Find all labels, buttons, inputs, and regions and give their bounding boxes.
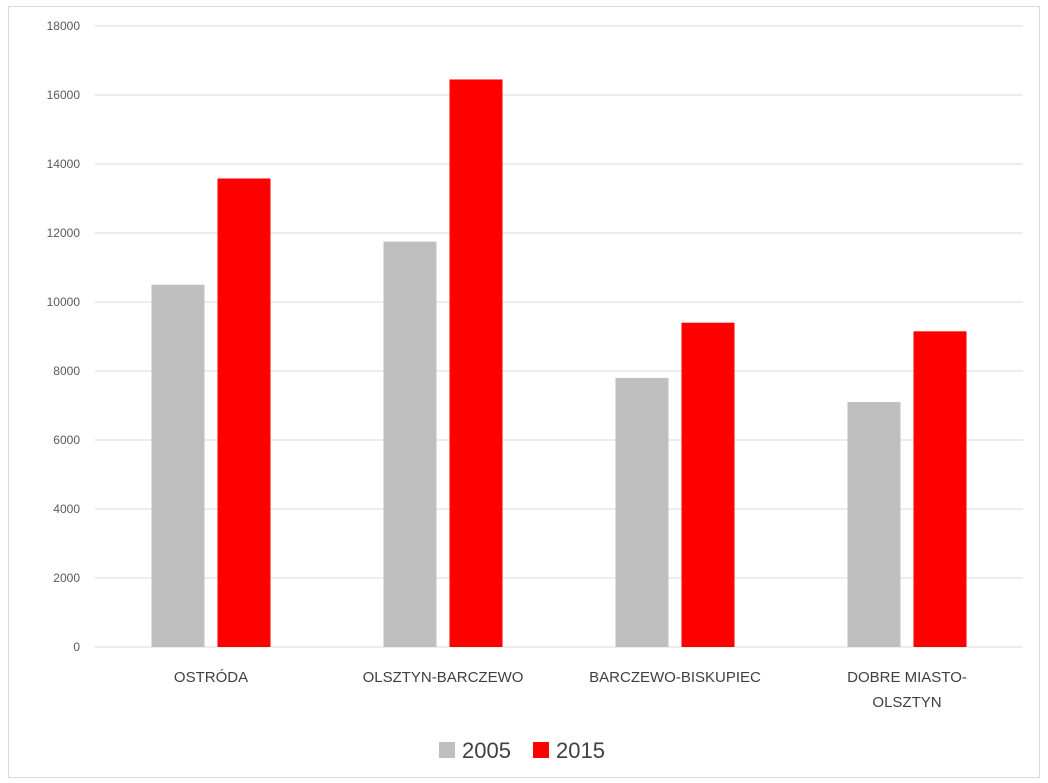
legend-label: 2015: [556, 738, 605, 763]
bar-2015: [681, 322, 735, 647]
bar-2015: [449, 79, 503, 648]
y-tick-label: 6000: [53, 433, 80, 447]
y-tick-label: 12000: [47, 226, 81, 240]
y-tick-label: 18000: [47, 19, 81, 33]
y-tick-label: 4000: [53, 502, 80, 516]
x-tick-label: DOBRE MIASTO-: [847, 669, 967, 686]
bar-2005: [847, 402, 901, 647]
bar-2005: [151, 284, 205, 647]
bar-2015: [217, 178, 271, 648]
y-tick-label: 0: [73, 640, 80, 654]
legend-label: 2005: [462, 738, 511, 763]
x-tick-label: OLSZTYN: [872, 694, 941, 711]
bar-2015: [913, 331, 967, 647]
y-tick-label: 14000: [47, 157, 81, 171]
y-tick-label: 8000: [53, 364, 80, 378]
y-tick-label: 10000: [47, 295, 81, 309]
x-tick-label: BARCZEWO-BISKUPIEC: [589, 669, 761, 686]
x-tick-label: OLSZTYN-BARCZEWO: [363, 669, 524, 686]
legend-swatch-2015: [533, 742, 549, 758]
bar-2005: [615, 377, 669, 647]
x-tick-label: OSTRÓDA: [174, 669, 248, 686]
y-tick-label: 2000: [53, 571, 80, 585]
legend-swatch-2005: [439, 742, 455, 758]
bar-2005: [383, 241, 437, 647]
y-tick-label: 16000: [47, 88, 81, 102]
